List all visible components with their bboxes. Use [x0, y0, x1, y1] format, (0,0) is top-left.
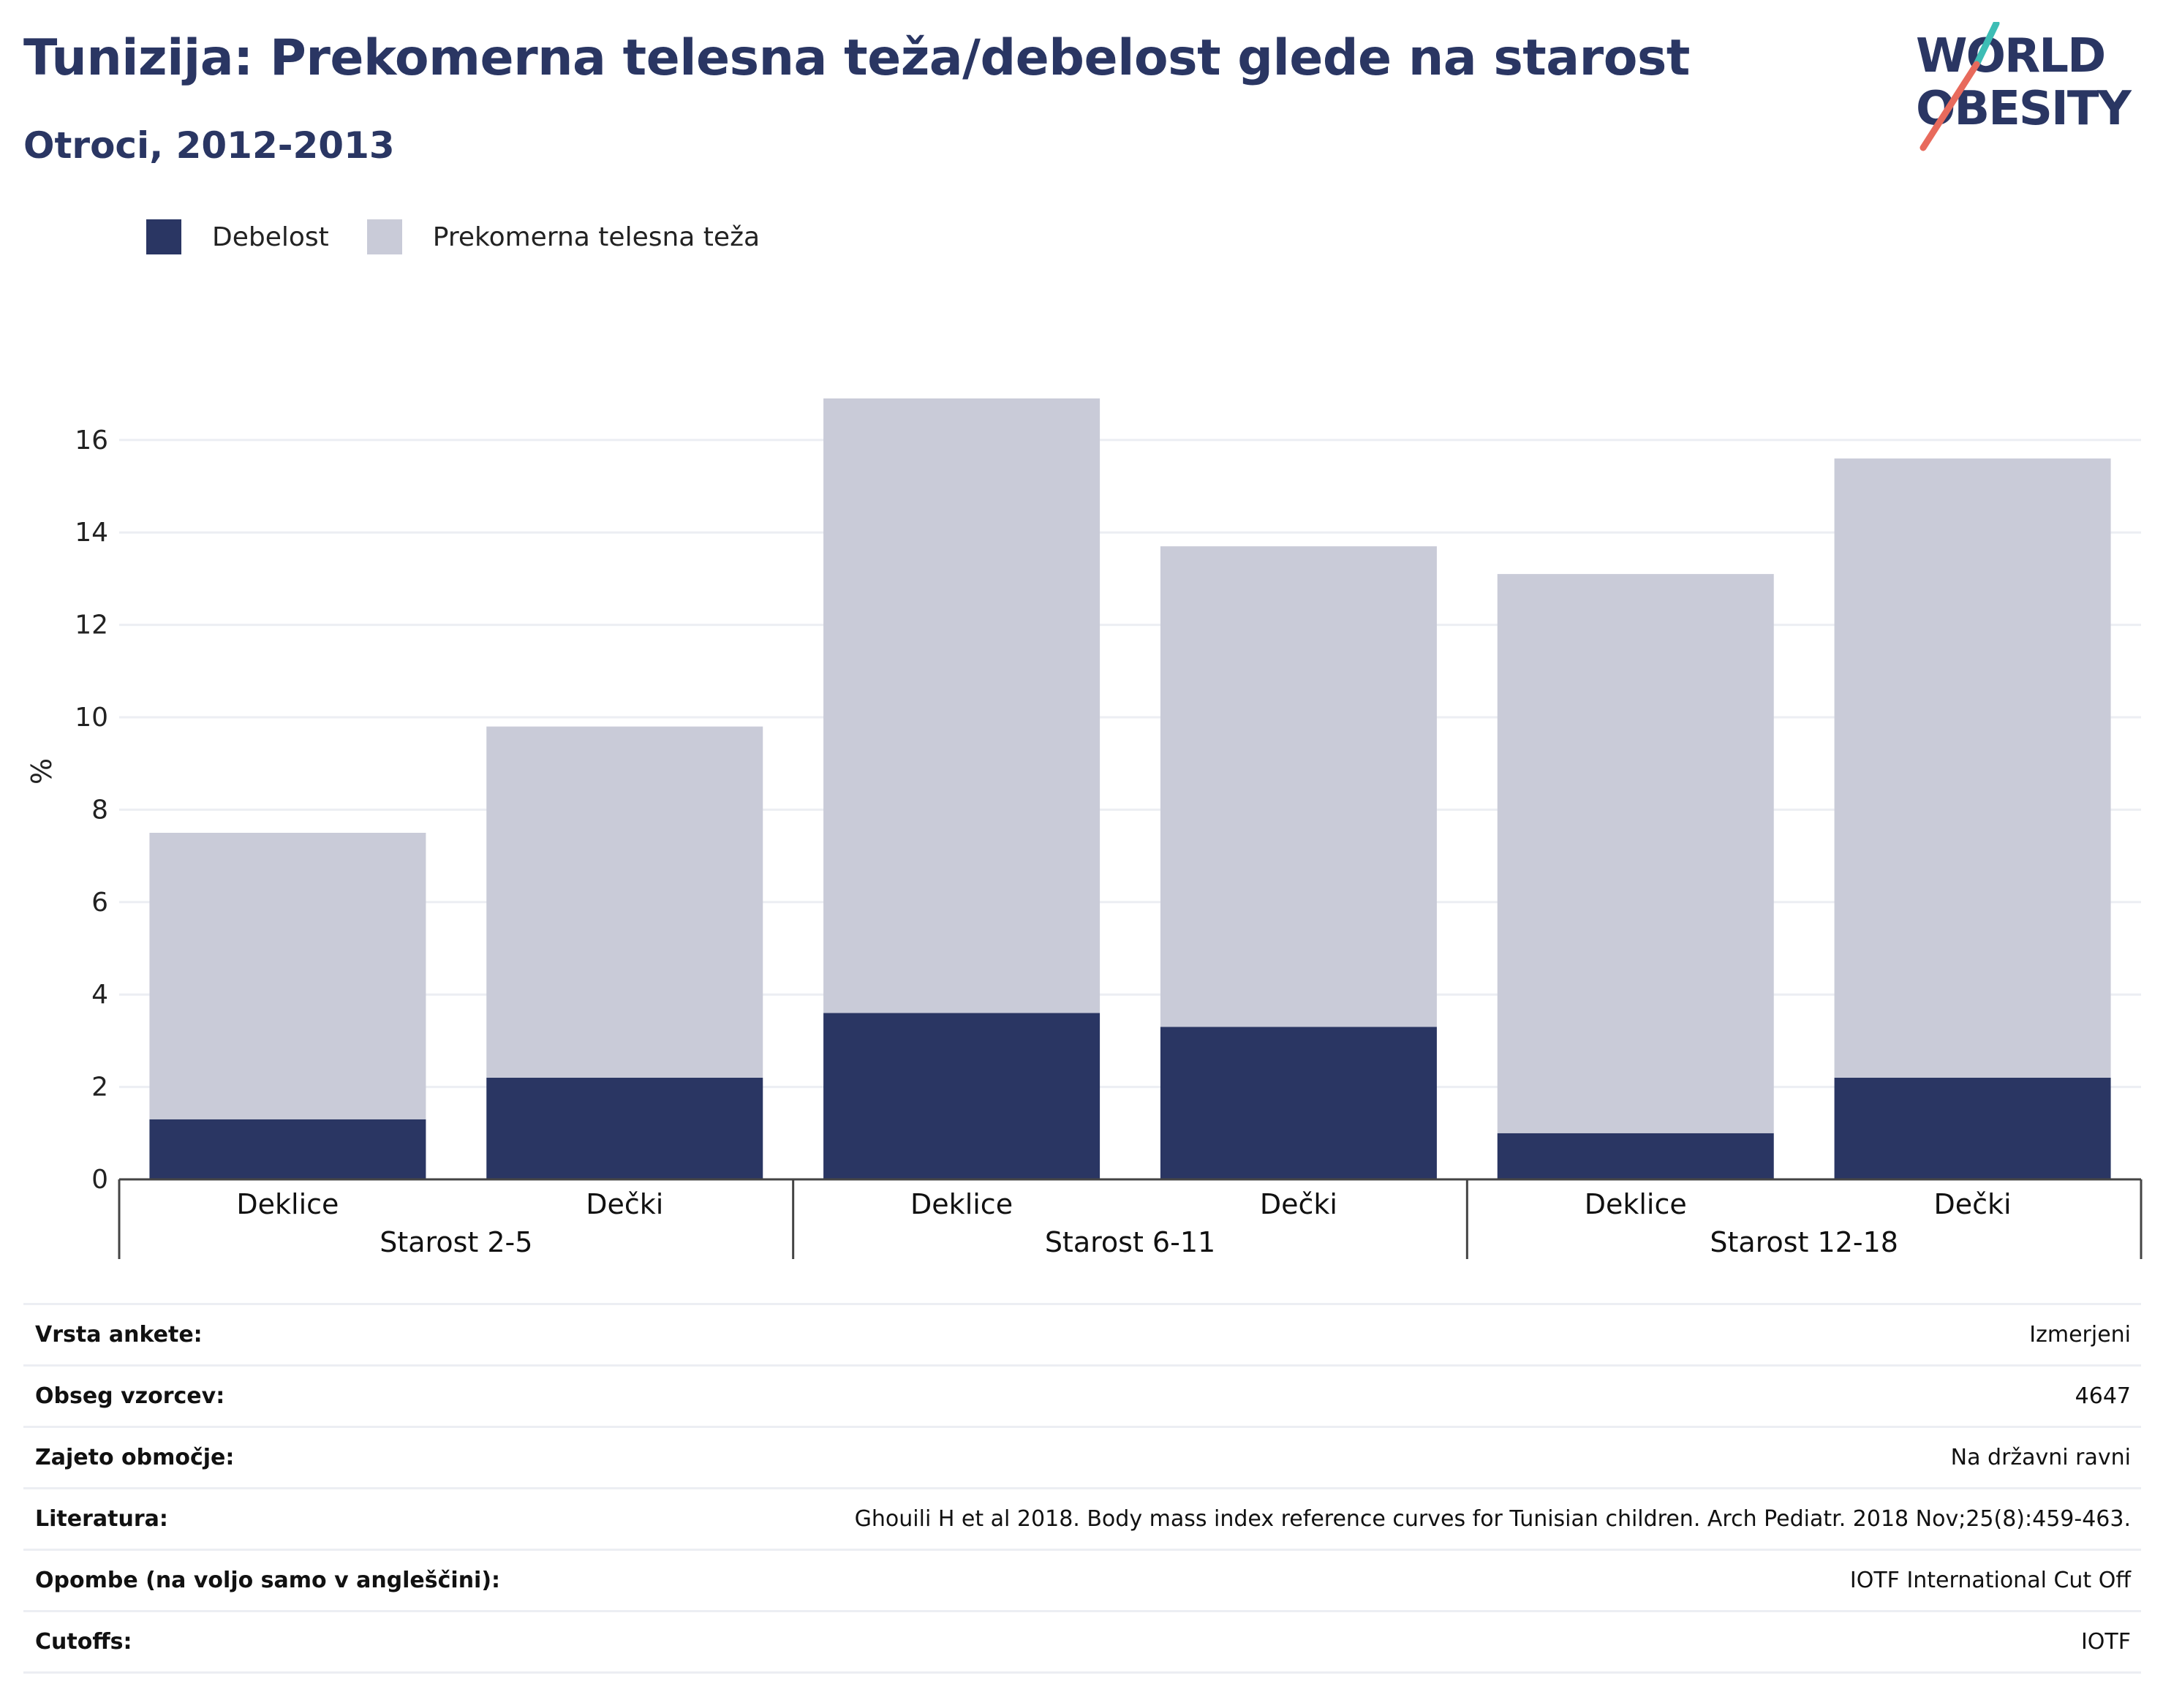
survey-info-table: Vrsta ankete: Izmerjeni Obseg vzorcev: 4647… — [23, 1303, 2141, 1674]
info-label: Literatura: — [35, 1506, 168, 1532]
chart-legend: Debelost Prekomerna telesna teža — [146, 216, 798, 257]
y-tick-label: 12 — [75, 611, 108, 640]
bar-obesity — [149, 1119, 426, 1179]
info-label: Zajeto območje: — [35, 1445, 235, 1470]
x-group-label: Starost 6-11 — [1045, 1226, 1215, 1258]
info-value: 4647 — [2075, 1383, 2131, 1409]
logo-slash-teal — [1973, 22, 2000, 68]
x-category-label: Deklice — [910, 1188, 1013, 1220]
bar-overweight — [1497, 574, 1774, 1133]
bar-overweight — [1834, 458, 2111, 1078]
y-tick-label: 10 — [75, 703, 108, 733]
info-value: Izmerjeni — [2029, 1322, 2131, 1348]
info-value: IOTF International Cut Off — [1849, 1568, 2131, 1593]
y-tick-label: 0 — [91, 1165, 108, 1195]
x-category-label: Deklice — [236, 1188, 339, 1220]
x-category-label: Dečki — [586, 1188, 663, 1220]
bar-overweight — [486, 726, 763, 1078]
y-tick-label: 14 — [75, 518, 108, 548]
y-tick-label: 6 — [91, 888, 108, 918]
legend-swatch-overweight — [366, 219, 402, 254]
x-category-label: Dečki — [1260, 1188, 1337, 1220]
y-axis-label: % — [26, 758, 58, 785]
y-tick-label: 16 — [75, 426, 108, 456]
page-subtitle: Otroci, 2012-2013 — [23, 124, 395, 167]
info-value: IOTF — [2080, 1629, 2131, 1655]
bar-overweight — [149, 833, 426, 1119]
info-value: Na državni ravni — [1950, 1445, 2131, 1470]
info-label: Vrsta ankete: — [35, 1322, 203, 1348]
legend-item-overweight[interactable]: Prekomerna telesna teža — [366, 219, 760, 254]
legend-swatch-obesity — [146, 219, 181, 254]
info-row: Zajeto območje: Na državni ravni — [23, 1426, 2141, 1487]
world-obesity-logo: WORLD OBESITY — [1916, 22, 2133, 151]
page-title: Tunizija: Prekomerna telesna teža/debelo… — [23, 29, 1690, 87]
x-category-label: Dečki — [1934, 1188, 2012, 1220]
info-label: Opombe (na voljo samo v angleščini): — [35, 1568, 501, 1593]
info-row: Opombe (na voljo samo v angleščini): IOTF… — [23, 1549, 2141, 1610]
bar-obesity — [1160, 1027, 1437, 1179]
logo-text-line2: OBESITY — [1916, 82, 2132, 136]
y-tick-label: 8 — [91, 795, 108, 825]
legend-label-overweight: Prekomerna telesna teža — [432, 222, 760, 252]
bar-obesity — [823, 1013, 1101, 1179]
logo-text-line1: WORLD — [1916, 29, 2105, 83]
bar-obesity — [1834, 1077, 2111, 1179]
info-label: Cutoffs: — [35, 1629, 132, 1655]
x-category-label: Deklice — [1585, 1188, 1687, 1220]
x-group-label: Starost 2-5 — [380, 1226, 532, 1258]
y-tick-label: 4 — [91, 980, 108, 1010]
bar-overweight — [1160, 546, 1437, 1027]
bar-overweight — [823, 398, 1101, 1013]
info-row: Obseg vzorcev: 4647 — [23, 1364, 2141, 1426]
info-row: Cutoffs: IOTF — [23, 1610, 2141, 1674]
bar-chart: 0 2 4 6 8 10 12 14 16% Deklice Dečki Deklice Dečki De… — [26, 398, 2143, 1259]
info-row: Literatura: Ghouili H et al 2018. Body ma… — [23, 1487, 2141, 1549]
legend-item-obesity[interactable]: Debelost — [146, 219, 329, 254]
x-group-label: Starost 12-18 — [1710, 1226, 1898, 1258]
info-row: Vrsta ankete: Izmerjeni — [23, 1303, 2141, 1364]
legend-label-obesity: Debelost — [212, 222, 329, 252]
bar-obesity — [1497, 1133, 1774, 1179]
y-tick-label: 2 — [91, 1073, 108, 1103]
logo-slash-red — [1919, 61, 1980, 151]
info-label: Obseg vzorcev: — [35, 1383, 225, 1409]
info-value: Ghouili H et al 2018. Body mass index re… — [854, 1506, 2131, 1532]
bar-obesity — [486, 1077, 763, 1179]
